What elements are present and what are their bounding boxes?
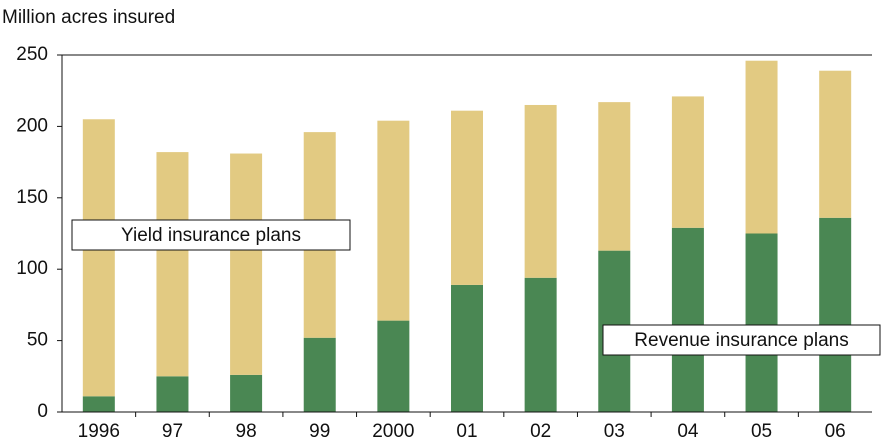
y-tick-label: 100 xyxy=(16,258,48,279)
x-tick-label: 97 xyxy=(162,421,183,442)
x-tick-label: 03 xyxy=(604,421,625,442)
bar-segment xyxy=(230,153,263,375)
legend-box xyxy=(602,324,881,356)
y-tick-label: 0 xyxy=(37,401,48,422)
bar-segment xyxy=(156,376,189,412)
bar-segment xyxy=(82,119,115,397)
bar-segment xyxy=(451,110,483,285)
bar-segment xyxy=(82,396,115,412)
bar-segment xyxy=(377,320,410,412)
bar-segment xyxy=(598,102,631,251)
y-tick-label: 250 xyxy=(16,44,48,65)
bar-segment xyxy=(745,233,778,412)
legend-box xyxy=(71,219,351,251)
x-tick-label: 99 xyxy=(309,421,330,442)
x-tick-label: 98 xyxy=(236,421,257,442)
bar-segment xyxy=(524,277,557,412)
legend-label: Yield insurance plans xyxy=(121,225,301,246)
legend-label: Revenue insurance plans xyxy=(634,330,848,351)
x-tick-label: 04 xyxy=(677,421,699,442)
x-tick-label: 1996 xyxy=(78,421,120,442)
bar-segment xyxy=(819,70,852,218)
bar-segment xyxy=(745,60,778,234)
x-tick-label: 02 xyxy=(530,421,551,442)
bar-segment xyxy=(377,120,410,321)
y-tick-label: 150 xyxy=(16,187,48,208)
bar-segment xyxy=(156,152,189,377)
bar-segment xyxy=(303,337,336,412)
bar-segment xyxy=(524,104,557,278)
y-axis-title: Million acres insured xyxy=(2,7,175,28)
y-tick-label: 200 xyxy=(16,115,48,136)
bar-segment xyxy=(671,227,704,412)
bar-segment xyxy=(230,374,263,412)
x-tick-label: 06 xyxy=(825,421,846,442)
bar-segment xyxy=(819,217,852,412)
x-tick-label: 2000 xyxy=(372,421,414,442)
x-tick-label: 05 xyxy=(751,421,772,442)
bar-segment xyxy=(671,96,704,228)
bar-segment xyxy=(451,284,483,412)
plot-frame xyxy=(61,54,872,412)
y-tick-label: 50 xyxy=(27,330,48,351)
x-tick-label: 01 xyxy=(456,421,477,442)
